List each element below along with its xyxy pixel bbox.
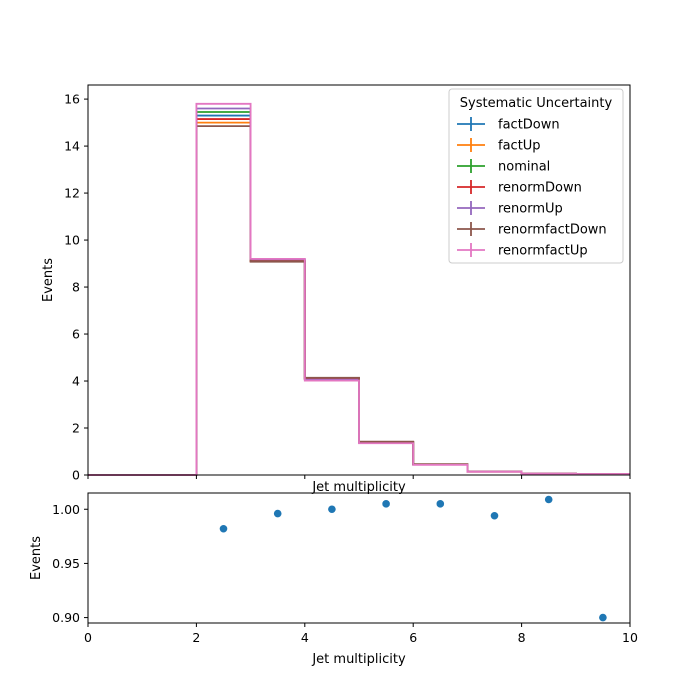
legend-item-renormUp: renormUp (457, 201, 563, 217)
histogram-frame (87, 84, 631, 476)
legend-box (448, 88, 624, 264)
y-tick-label: 6 (72, 327, 80, 342)
legend-item-renormfactUp: renormfactUp (457, 243, 588, 259)
ratio-x-ticks: 0 2 4 6 8 10 (84, 623, 638, 645)
histogram-x-ticks (87, 475, 631, 479)
legend-item-nominal: nominal (457, 159, 550, 175)
x-tick-label: 0 (84, 630, 92, 645)
ratio-panel: 0.90 0.95 1.00 0 2 4 6 8 10 Jet multiplicity Ev… (29, 492, 638, 667)
histogram-y-axis-label: Events (41, 258, 56, 302)
legend-title: Systematic Uncertainty (460, 96, 613, 111)
ratio-frame (87, 492, 631, 624)
y-tick-label: 0.90 (52, 610, 80, 625)
y-tick-label: 14 (64, 139, 80, 154)
legend-item-factDown: factDown (457, 117, 560, 133)
ratio-x-axis-label: Jet multiplicity (311, 652, 406, 667)
ratio-point (599, 613, 607, 622)
x-tick-label: 2 (192, 630, 200, 645)
histogram-series-group (88, 102, 630, 476)
ratio-point (436, 500, 445, 508)
y-tick-label: 0 (72, 468, 80, 483)
ratio-point (219, 524, 228, 533)
ratio-point (544, 495, 553, 504)
histogram-panel: 0 2 4 6 8 10 12 14 16 Jet multiplicity Events Sy… (41, 84, 631, 495)
y-tick-label: 4 (72, 374, 80, 389)
legend-label: renormfactDown (498, 223, 607, 238)
legend: Systematic Uncertainty factDown factUp nom… (448, 88, 624, 264)
legend-item-renormDown: renormDown (457, 180, 582, 196)
ratio-y-ticks: 0.90 0.95 1.00 (52, 502, 88, 625)
legend-items: factDown factUp nominal renormDown renormUp r… (457, 117, 607, 259)
y-tick-label: 0.95 (52, 556, 80, 571)
ratio-point (490, 511, 499, 520)
y-tick-label: 8 (72, 280, 80, 295)
ratio-point (382, 500, 390, 508)
ratio-y-axis-label: Events (29, 536, 44, 580)
legend-label: renormDown (498, 181, 582, 196)
histogram-y-ticks: 0 2 4 6 8 10 12 14 16 (64, 92, 88, 483)
legend-label: factUp (498, 139, 541, 154)
x-tick-label: 10 (622, 630, 638, 645)
legend-label: nominal (498, 160, 550, 175)
x-tick-label: 6 (409, 630, 417, 645)
ratio-point (328, 505, 336, 514)
legend-item-renormfactDown: renormfactDown (457, 222, 607, 238)
histogram-x-axis-label: Jet multiplicity (311, 480, 406, 495)
legend-item-factUp: factUp (457, 138, 541, 154)
legend-label: renormfactUp (498, 244, 588, 259)
x-tick-label: 4 (301, 630, 309, 645)
ratio-points-group (219, 495, 607, 622)
y-tick-label: 1.00 (52, 502, 80, 517)
y-tick-label: 12 (64, 186, 80, 201)
legend-label: factDown (498, 118, 560, 133)
y-tick-label: 16 (64, 92, 80, 107)
series-step-renormfactUp (88, 102, 630, 476)
y-tick-label: 10 (64, 233, 80, 248)
y-tick-label: 2 (72, 421, 80, 436)
ratio-point (273, 509, 282, 518)
x-tick-label: 8 (518, 630, 526, 645)
legend-label: renormUp (498, 202, 563, 217)
